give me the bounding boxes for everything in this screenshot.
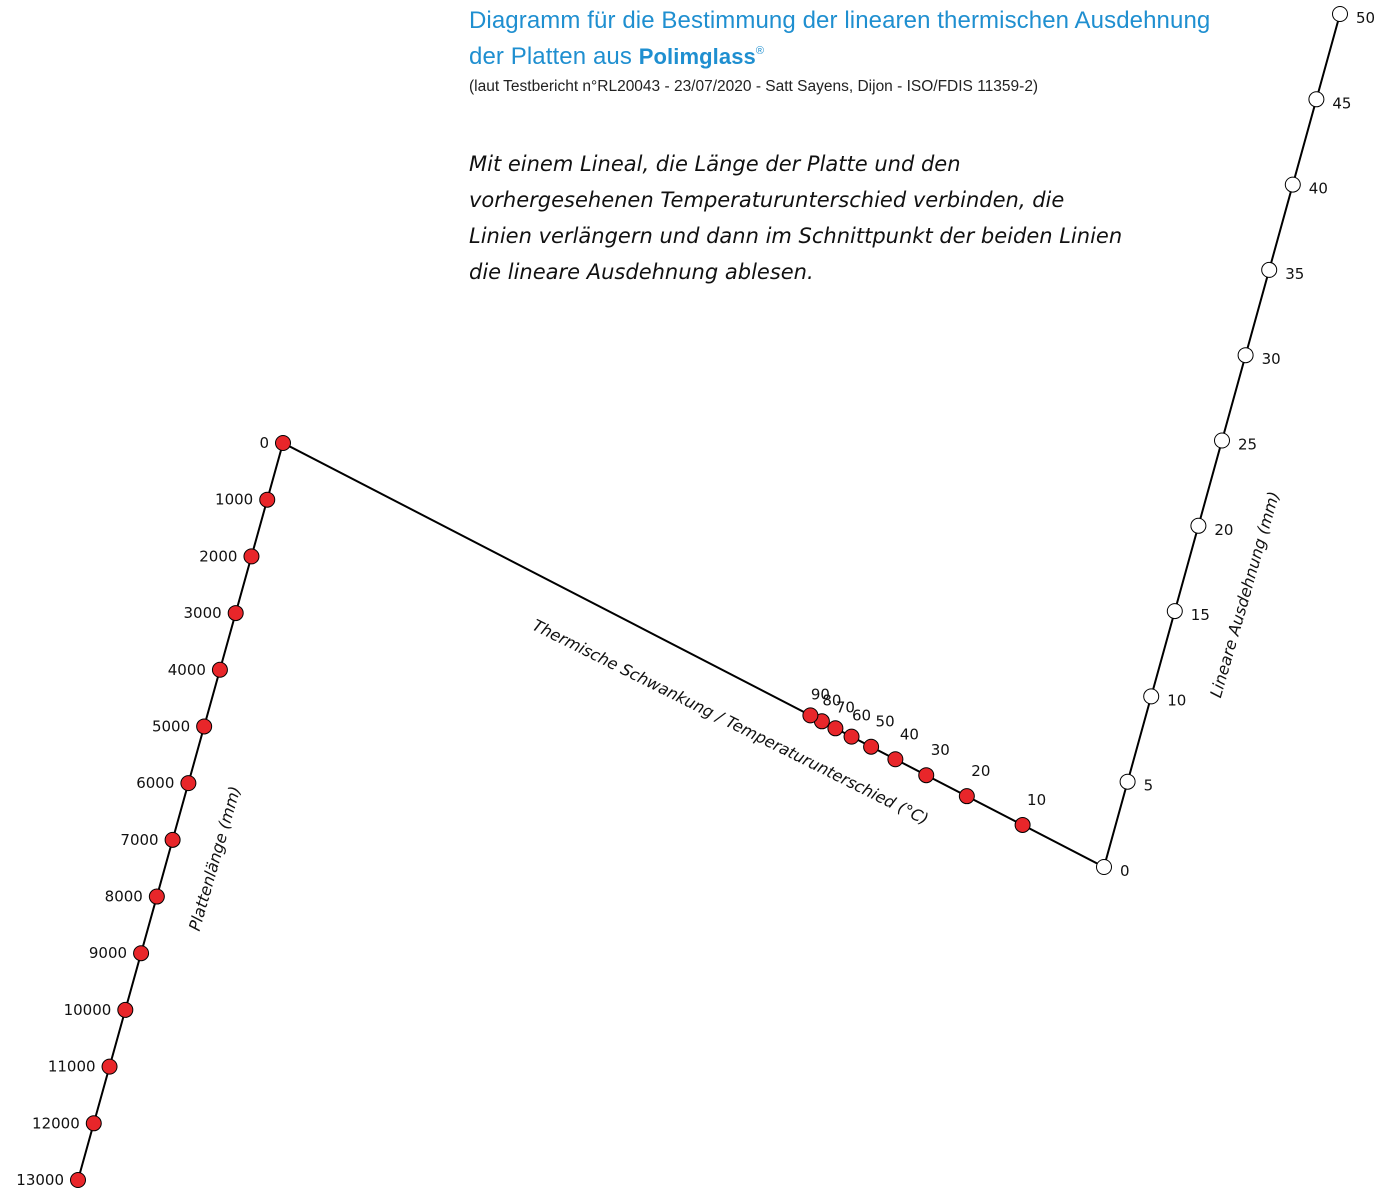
temperature-marker [918,767,935,784]
length-marker [275,435,291,451]
temperature-axis-title: Thermische Schwankung / Temperaturunters… [529,615,931,828]
length-marker [196,718,213,735]
length-marker [227,605,244,622]
expansion-tick-label: 50 [1356,9,1375,27]
expansion-tick-label: 25 [1238,436,1257,454]
temperature-tick-label: 90 [811,685,830,703]
temperature-tick-label: 30 [931,741,950,759]
expansion-tick-label: 40 [1309,180,1328,198]
temperature-tick-label: 20 [971,762,990,780]
expansion-marker [1308,91,1325,108]
length-marker [70,1172,86,1188]
expansion-tick-label: 5 [1144,777,1154,795]
expansion-tick-label: 45 [1332,94,1351,112]
expansion-marker [1143,688,1160,705]
length-tick-label: 1000 [215,491,253,509]
temperature-tick-label: 50 [876,713,895,731]
length-tick-label: 2000 [199,547,237,565]
length-tick-label: 13000 [16,1171,64,1189]
length-marker [259,491,276,508]
expansion-marker [1096,859,1112,875]
length-tick-label: 12000 [32,1114,80,1132]
registered-mark: ® [755,45,765,57]
expansion-marker [1237,347,1254,364]
expansion-tick-label: 35 [1285,265,1304,283]
length-tick-label: 5000 [152,717,190,735]
temperature-tick-label: 70 [836,698,855,716]
length-tick-label: 8000 [105,888,143,906]
expansion-tick-label: 20 [1214,521,1233,539]
nomogram-frame-line [77,13,1341,1181]
length-marker [180,775,197,792]
chart-title: Diagramm für die Bestimmung der linearen… [469,6,1299,72]
temperature-tick-label: 80 [822,691,841,709]
length-tick-label: 9000 [89,944,127,962]
length-tick-label: 3000 [184,604,222,622]
length-marker [243,548,260,565]
title-line-2: der Platten aus [469,43,632,70]
length-tick-label: 7000 [120,831,158,849]
temperature-marker [827,720,844,737]
temperature-marker [958,788,975,805]
length-marker [133,945,150,962]
expansion-marker [1261,261,1278,278]
expansion-marker [1190,517,1207,534]
chart-header: Diagramm für die Bestimmung der linearen… [469,6,1299,96]
temperature-marker [843,728,860,745]
length-marker [164,831,181,848]
title-line-1: Diagramm für die Bestimmung der linearen… [469,7,1211,34]
length-tick-label: 6000 [136,774,174,792]
length-tick-label: 11000 [48,1058,96,1076]
instruction-text: Mit einem Lineal, die Länge der Platte u… [469,152,1123,284]
expansion-tick-label: 0 [1120,862,1130,880]
expansion-marker [1284,176,1301,193]
expansion-tick-label: 10 [1167,691,1186,709]
temperature-tick-label: 10 [1027,791,1046,809]
expansion-tick-label: 30 [1262,350,1281,368]
temperature-tick-label: 40 [900,725,919,743]
temperature-marker [863,738,880,755]
length-tick-label: 4000 [168,661,206,679]
length-axis-title: Plattenlänge (mm) [185,784,244,933]
length-tick-label: 0 [259,434,269,452]
expansion-marker [1166,603,1183,620]
brand-name: Polimglass [638,44,756,69]
expansion-marker [1332,6,1348,22]
expansion-tick-label: 15 [1191,606,1210,624]
temperature-marker [1014,816,1031,833]
temperature-marker [887,751,904,768]
length-marker [85,1115,102,1132]
length-marker [101,1058,118,1075]
length-marker [148,888,165,905]
chart-subtitle: (laut Testbericht n°RL20043 - 23/07/2020… [469,78,1039,95]
expansion-marker [1119,773,1136,790]
length-tick-label: 10000 [64,1001,112,1019]
temperature-tick-label: 60 [852,707,871,725]
length-marker [211,661,228,678]
length-marker [117,1001,134,1018]
expansion-marker [1214,432,1230,449]
temperature-marker [802,707,819,724]
